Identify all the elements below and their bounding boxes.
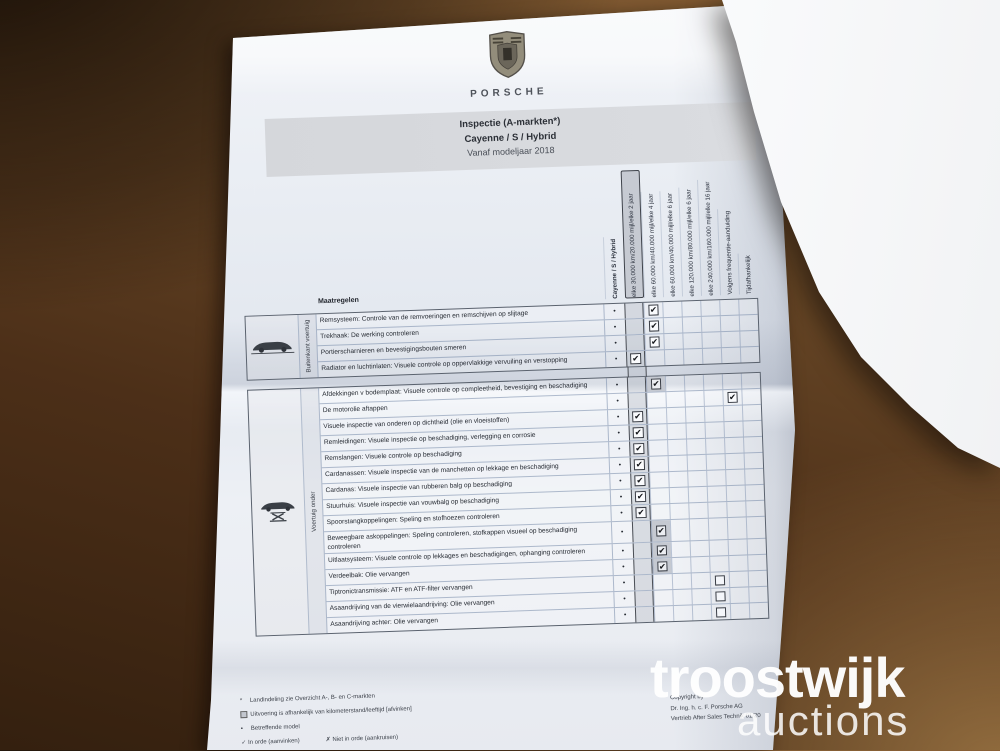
table-section: Voertuig onder Afdekkingen v bodemplaat: … <box>247 371 770 638</box>
inspection-table: Buitenkant voertuig Remsysteem: Controle … <box>244 297 770 638</box>
watermark-troostwijk: troostwijk <box>650 646 905 709</box>
porsche-crest-icon <box>489 31 526 78</box>
brand-block: PORSCHE <box>262 22 754 107</box>
page-content: PORSCHE Inspectie (A-markten*) Cayenne /… <box>207 4 789 750</box>
table-section: Buitenkant voertuig Remsysteem: Controle … <box>244 297 761 381</box>
car-lift-icon <box>248 388 310 637</box>
watermark-auctions: auctions <box>737 697 910 744</box>
car-side-icon <box>245 314 301 380</box>
paper-page: PORSCHE Inspectie (A-markten*) Cayenne /… <box>207 4 795 750</box>
